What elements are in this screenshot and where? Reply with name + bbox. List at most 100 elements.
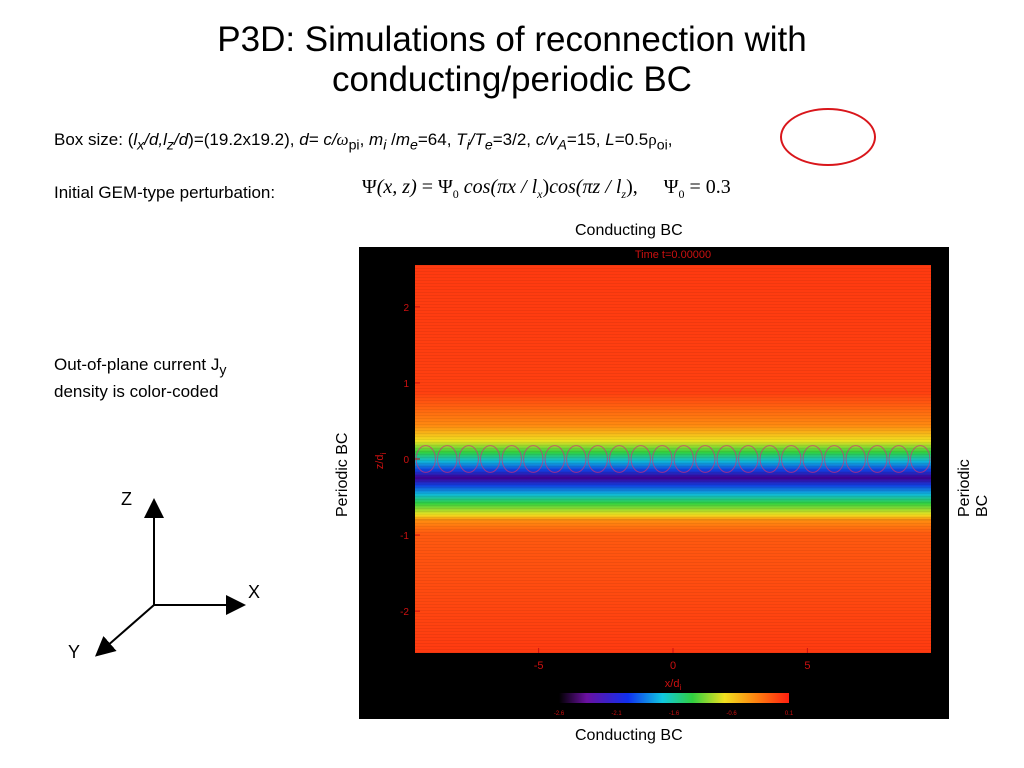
box-dims: )=(19.2x19.2), xyxy=(188,130,300,149)
current-note-subscript: y xyxy=(219,362,227,379)
heatmap-svg: Time t=0.00000 -5 0 5 -2 -1 0 1 2 x/di z/di -2.… xyxy=(374,249,931,717)
y-tick-label: 1 xyxy=(403,379,409,390)
sep-1: , xyxy=(359,130,370,149)
rho-symbol: ρ xyxy=(648,130,657,149)
flux-contour xyxy=(759,445,780,473)
lx-subscript: x xyxy=(137,137,145,154)
colorbar-tick-label: -2.1 xyxy=(611,711,622,717)
close-paren-1: ) xyxy=(542,176,550,198)
y-tick-label: 2 xyxy=(403,303,409,314)
rho-subscript: oi xyxy=(656,137,668,154)
sep-slash: / xyxy=(386,130,396,149)
cva-subscript: A xyxy=(557,137,567,154)
y-tick-label: -1 xyxy=(400,531,409,542)
flux-contour xyxy=(910,445,931,473)
gem-label: Initial GEM-type perturbation: xyxy=(54,183,276,202)
flux-contour xyxy=(630,445,651,473)
bc-left-label: Periodic BC xyxy=(334,432,351,517)
flux-contour xyxy=(458,445,479,473)
cva-value: =15, xyxy=(566,130,606,149)
heatmap-noise xyxy=(415,265,931,653)
temp-ratio: =3/2, xyxy=(492,130,536,149)
formula-eq: = xyxy=(416,176,439,198)
flux-contours xyxy=(415,445,931,473)
omega-symbol: ω xyxy=(336,130,349,149)
current-density-note: Out-of-plane current Jy density is color… xyxy=(54,354,226,403)
flux-contour xyxy=(523,445,544,473)
mass-ratio: =64, xyxy=(417,130,457,149)
box-size-prefix: Box size: ( xyxy=(54,130,134,149)
y-axis-label: Y xyxy=(68,642,80,662)
cos-term-1: cos(πx / l xyxy=(458,176,538,198)
d-symbol: d xyxy=(299,130,309,149)
flux-contour xyxy=(867,445,888,473)
psi0-value: = 0.3 xyxy=(684,176,731,198)
ti-subscript: i xyxy=(466,137,470,154)
flux-contour xyxy=(845,445,866,473)
highlight-circle xyxy=(780,108,876,166)
x-axis-label: X xyxy=(248,582,260,602)
flux-contour xyxy=(738,445,759,473)
flux-contour xyxy=(587,445,608,473)
bc-bottom-label: Conducting BC xyxy=(575,727,683,744)
y-tick-label: -2 xyxy=(400,607,409,618)
colorbar xyxy=(559,693,789,703)
lz-formula-subscript: z xyxy=(621,187,627,201)
psi0-subscript-2: 0 xyxy=(678,187,685,201)
lz-symbol: l xyxy=(163,130,167,149)
y-axis-arrow xyxy=(94,604,155,657)
cva-symbol: c/v xyxy=(535,130,558,149)
title-line-1: P3D: Simulations of reconnection with xyxy=(217,20,807,59)
x-tick-label: -5 xyxy=(534,660,544,672)
flux-contour xyxy=(695,445,716,473)
te-subscript: e xyxy=(484,137,493,154)
flux-contour xyxy=(437,445,458,473)
psi0-symbol: Ψ xyxy=(438,176,453,198)
mi-subscript: i xyxy=(383,137,387,154)
heatmap-field xyxy=(415,265,931,653)
current-note-line-1: Out-of-plane current J xyxy=(54,355,220,374)
lz-subscript: z xyxy=(166,137,174,154)
flux-contour xyxy=(609,445,630,473)
gem-formula: Ψ(x, z) = Ψ0 cos(πx / lx)cos(πz / lz), Ψ0… xyxy=(362,176,731,202)
colorbar-tick-label: 0.1 xyxy=(785,711,794,717)
omega-subscript: pi xyxy=(348,137,360,154)
axis-ticks: -5 0 5 -2 -1 0 1 2 xyxy=(400,303,810,672)
slide-title: P3D: Simulations of reconnection with co… xyxy=(0,20,1024,100)
box-size-line: Box size: (lx/d,lz/d)=(19.2x19.2), d= c/… xyxy=(54,130,673,153)
cos-term-2: cos(πz / l xyxy=(549,176,622,198)
current-note-line-2: density is color-coded xyxy=(54,382,219,402)
ti-symbol: T xyxy=(456,130,467,149)
y-axis-title: z/di xyxy=(374,453,388,470)
psi0-symbol-2: Ψ xyxy=(663,176,679,198)
flux-contour xyxy=(888,445,909,473)
me-subscript: e xyxy=(410,137,418,154)
y-tick-label: 0 xyxy=(403,455,409,466)
lx-symbol: l xyxy=(133,130,138,149)
flux-contour xyxy=(716,445,737,473)
x-tick-label: 0 xyxy=(670,660,676,672)
slash-d-1: /d, xyxy=(144,130,164,149)
d-definition: = c/ xyxy=(308,130,337,149)
flux-contour xyxy=(501,445,522,473)
z-axis-label: Z xyxy=(121,489,132,509)
flux-contour xyxy=(652,445,673,473)
bc-top-label: Conducting BC xyxy=(575,222,683,239)
coordinate-axes-diagram: Z X Y xyxy=(68,489,260,662)
colorbar-tick-label: -2.6 xyxy=(554,711,565,717)
flux-contour xyxy=(781,445,802,473)
l-value: =0.5 xyxy=(614,130,649,149)
l-symbol: L xyxy=(605,130,615,149)
flux-contour xyxy=(566,445,587,473)
colorbar-tick-label: -1.6 xyxy=(669,711,680,717)
flux-contour xyxy=(544,445,565,473)
title-line-2: conducting/periodic BC xyxy=(332,60,692,99)
te-symbol: T xyxy=(474,130,485,149)
psi-args: (x, z) xyxy=(376,176,417,198)
flux-contour xyxy=(673,445,694,473)
lx-formula-subscript: x xyxy=(537,187,543,201)
close-paren-2: ), xyxy=(626,176,638,198)
box-size-tail: , xyxy=(667,130,673,149)
x-tick-label: 5 xyxy=(804,660,810,672)
colorbar-ticks: -2.6 -2.1 -1.6 -0.6 0.1 xyxy=(554,711,794,717)
